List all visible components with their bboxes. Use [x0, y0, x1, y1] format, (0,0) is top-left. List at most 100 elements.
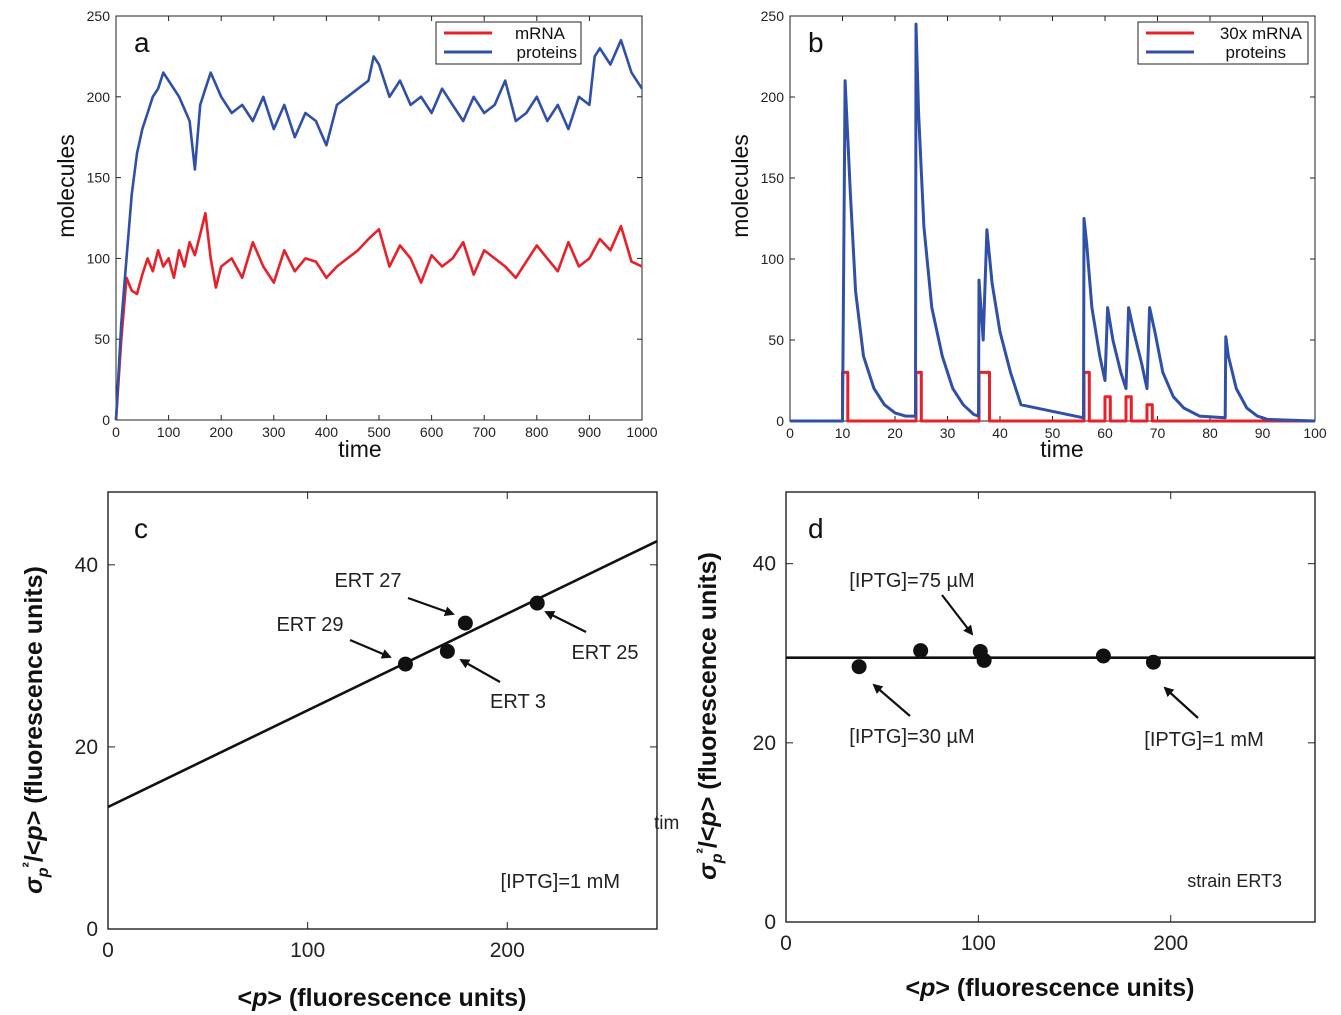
panel-d-ytick-label: 20 [753, 732, 776, 755]
panel-b-xtick-label: 90 [1255, 425, 1271, 441]
panel-c-data-point [397, 656, 413, 672]
panel-a-xtick-label: 700 [473, 424, 497, 440]
panel-d-ytick-label: 0 [764, 911, 776, 934]
panel-d-ylabel: σp²/<p> (fluorescence units) [694, 552, 726, 880]
panel-b-legend-label-mrna: 30x mRNA [1220, 24, 1303, 43]
panel-b-xtick-label: 80 [1202, 425, 1218, 441]
panel-a-series-proteins-line [114, 38, 644, 421]
panel-b-letter: b [808, 27, 824, 58]
panel-c-data-point [439, 643, 455, 659]
panel-d-data-point [1145, 654, 1161, 670]
panel-d-data-point [913, 643, 929, 659]
panel-c-ytick-label: 40 [75, 554, 98, 577]
panel-d-xtick-label: 100 [961, 932, 996, 955]
panel-b-legend-label-proteins: proteins [1226, 43, 1286, 62]
panel-a-xtick-label: 900 [578, 424, 602, 440]
panel-a-xtick-label: 100 [157, 424, 181, 440]
panel-a-xlabel: time [338, 436, 381, 462]
label-ert29: ERT 29 [276, 614, 343, 636]
panel-a-xtick-label: 600 [420, 424, 444, 440]
label-iptg30: [IPTG]=30 µM [849, 726, 974, 748]
label-ert27: ERT 27 [334, 570, 401, 592]
panel-b-ytick-label: 50 [768, 332, 784, 348]
panel-a-xtick-label: 1000 [626, 424, 657, 440]
label-ert3: ERT 3 [490, 691, 546, 713]
panel-c-frame [107, 491, 658, 930]
panel-c-ytick-label: 0 [86, 918, 98, 941]
panel-a-ytick-label: 250 [87, 8, 111, 24]
panel-c-xtick-label: 200 [490, 939, 525, 962]
panel-a-series-mrna-line [114, 211, 643, 421]
panel-a-xtick-label: 500 [367, 424, 391, 440]
panel-a-xtick-label: 200 [210, 424, 234, 440]
arrow-ert29 [349, 638, 392, 659]
panel-b-legend-box [1137, 21, 1309, 65]
panel-c-fit-line [107, 539, 658, 809]
panel-c-ylabel: σp²/<p> (fluorescence units) [20, 566, 52, 894]
panel-a: 0 100 200 300 400 500 600 700 800 900 1000 0 50 100 15… [53, 8, 658, 462]
panel-b-ytick-label: 100 [761, 251, 785, 267]
panel-c-xtick-label: 100 [290, 939, 325, 962]
panel-b-xtick-label: 100 [1303, 425, 1327, 441]
panel-d-data-point [1095, 648, 1111, 664]
panel-b-ytick-label: 150 [761, 170, 785, 186]
panel-d-letter: d [808, 513, 824, 544]
panel-a-xtick-label: 400 [315, 424, 339, 440]
panel-b-xtick-label: 10 [835, 425, 851, 441]
panel-a-ytick-label: 50 [94, 331, 110, 347]
panel-a-ytick-label: 200 [87, 89, 111, 105]
panel-c-xtick-label: 0 [102, 939, 114, 962]
panel-b-ytick-label: 0 [776, 413, 784, 429]
panel-a-legend-label-mrna: mRNA [515, 24, 566, 43]
panel-c-data-point [529, 595, 545, 611]
arrow-iptg75 [941, 594, 974, 636]
panel-a-legend-box [435, 21, 582, 65]
panel-a-ytick-label: 150 [87, 170, 111, 186]
panel-d-xtick-label: 0 [780, 932, 792, 955]
panel-a-ytick-label: 100 [87, 250, 111, 266]
panel-b-xtick-label: 20 [887, 425, 903, 441]
stray-text: tim [654, 813, 679, 834]
panel-a-ylabel: molecules [53, 134, 79, 238]
panel-d-xlabel: <p> (fluorescence units) [906, 974, 1195, 1002]
panel-b-ylabel: molecules [727, 134, 753, 238]
panel-b-xtick-label: 30 [940, 425, 956, 441]
arrow-ert25 [544, 611, 587, 633]
label-iptg1: [IPTG]=1 mM [1144, 729, 1263, 751]
panel-b-xtick-label: 50 [1045, 425, 1061, 441]
panel-c-data-point [457, 615, 473, 631]
panel-c-xlabel: <p> (fluorescence units) [238, 984, 527, 1012]
panel-a-ytick-label: 0 [102, 412, 110, 428]
panel-b-series-proteins-line [790, 22, 1316, 423]
panel-a-xtick-label: 800 [525, 424, 549, 440]
panel-b-xlabel: time [1040, 436, 1083, 462]
panel-c-ytick-label: 20 [75, 736, 98, 759]
panel-b-series-mrna-line [790, 370, 1315, 423]
panel-a-xtick-label: 0 [112, 424, 120, 440]
panel-d-data-point [851, 659, 867, 675]
arrow-ert27 [407, 596, 455, 617]
panel-b-xtick-label: 0 [786, 425, 794, 441]
label-iptg75: [IPTG]=75 µM [849, 570, 974, 592]
panel-b-xtick-label: 40 [992, 425, 1008, 441]
panel-d-ytick-label: 40 [753, 553, 776, 576]
panel-b-ytick-label: 200 [761, 89, 785, 105]
panel-c-letter: c [134, 513, 148, 544]
panel-d-frame [785, 491, 1316, 923]
arrow-iptg1 [1163, 686, 1199, 719]
panel-a-legend-label-proteins: proteins [517, 43, 577, 62]
panel-b-frame [789, 15, 1316, 422]
panel-a-xtick-label: 300 [262, 424, 286, 440]
arrow-ert3 [459, 659, 501, 683]
panel-d-xtick-label: 200 [1153, 932, 1188, 955]
panel-a-frame [115, 15, 643, 421]
panel-d-data-point [976, 652, 992, 668]
panel-d-annotation: strain ERT3 [1187, 871, 1282, 891]
panel-b-ytick-label: 250 [761, 8, 785, 24]
panel-a-letter: a [134, 27, 150, 58]
panel-b-legend: 30x mRNA proteins [1137, 21, 1309, 65]
